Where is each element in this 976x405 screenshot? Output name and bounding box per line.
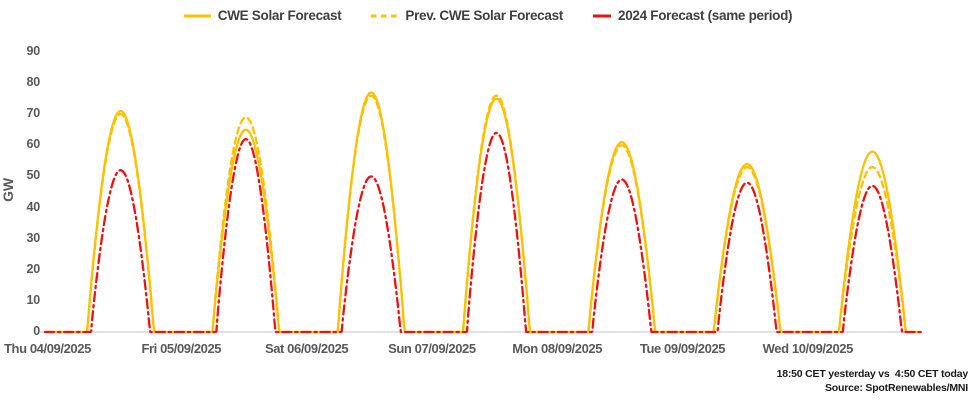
x-tick-label: Wed 10/09/2025 xyxy=(762,341,854,356)
footnote-source: Source: SpotRenewables/MNI xyxy=(825,381,968,394)
y-tick-label: 70 xyxy=(26,106,40,121)
legend-label: 2024 Forecast (same period) xyxy=(618,8,793,23)
y-tick-label: 90 xyxy=(26,44,40,58)
x-tick-label: Tue 09/09/2025 xyxy=(639,341,726,356)
x-tick-label: Sun 07/09/2025 xyxy=(388,341,476,356)
x-tick-label: Sat 06/09/2025 xyxy=(264,341,349,356)
y-tick-label: 80 xyxy=(26,75,40,90)
x-tick-label: Mon 08/09/2025 xyxy=(512,341,603,356)
legend-item-2: 2024 Forecast (same period) xyxy=(593,8,793,23)
series-line-1 xyxy=(43,94,923,334)
legend-swatch-dashdot-icon xyxy=(593,14,611,17)
legend-swatch-solid-icon xyxy=(183,14,211,17)
legend-item-1: Prev. CWE Solar Forecast xyxy=(371,8,563,23)
y-tick-label: 20 xyxy=(26,261,40,276)
legend-label: Prev. CWE Solar Forecast xyxy=(405,8,563,23)
legend-item-0: CWE Solar Forecast xyxy=(183,8,342,23)
legend-label: CWE Solar Forecast xyxy=(217,8,342,23)
y-tick-label: 30 xyxy=(26,230,40,245)
series-line-0 xyxy=(44,91,922,334)
chart-footnote: 18:50 CET yesterday vs 4:50 CET today So… xyxy=(776,368,969,395)
legend-swatch-dashed-icon xyxy=(371,14,399,17)
x-tick-label: Fri 05/09/2025 xyxy=(141,341,222,356)
y-tick-label: 60 xyxy=(26,137,40,152)
y-tick-label: 10 xyxy=(26,292,40,307)
footnote-timestamp: 18:50 CET yesterday vs 4:50 CET today xyxy=(776,368,969,380)
y-tick-label: 0 xyxy=(33,324,40,338)
chart-legend: CWE Solar Forecast Prev. CWE Solar Foreca… xyxy=(0,8,976,23)
y-tick-label: 40 xyxy=(26,199,40,214)
y-tick-label: 50 xyxy=(26,168,40,183)
x-tick-label: Thu 04/09/2025 xyxy=(4,341,91,356)
series-line-2 xyxy=(43,131,923,334)
